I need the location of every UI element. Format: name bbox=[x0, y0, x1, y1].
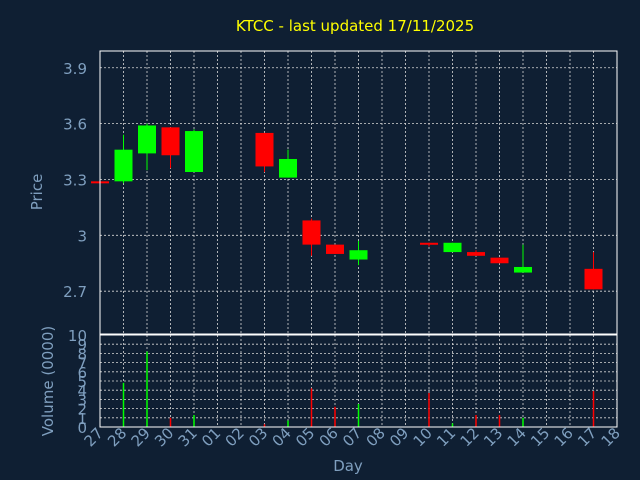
candle-body bbox=[420, 242, 438, 245]
volume-bar bbox=[428, 392, 430, 427]
volume-y-tick-label: 2 bbox=[77, 401, 87, 419]
candle-body bbox=[279, 158, 297, 178]
volume-bar bbox=[169, 417, 172, 427]
candle-body bbox=[326, 244, 344, 254]
price-panel-frame bbox=[99, 50, 618, 335]
x-axis-label: Day bbox=[333, 457, 363, 475]
candle-body bbox=[490, 257, 509, 264]
candle-body bbox=[514, 266, 532, 273]
volume-bar bbox=[146, 351, 148, 427]
price-axis-label: Price bbox=[28, 174, 46, 211]
volume-y-tick-label: 1 bbox=[77, 410, 87, 428]
price-y-tick-label: 3.6 bbox=[63, 116, 87, 134]
volume-y-tick-label: 3 bbox=[77, 391, 87, 409]
volume-y-tick-label: 4 bbox=[77, 382, 87, 400]
price-y-tick-label: 3.3 bbox=[63, 171, 87, 189]
x-ticks: 2728293031010203040506070809101112131415… bbox=[81, 424, 624, 450]
volume-y-tick-label: 6 bbox=[77, 364, 87, 382]
price-y-tick-label: 3.9 bbox=[63, 60, 87, 78]
volume-bar bbox=[592, 391, 595, 427]
volume-bar bbox=[263, 424, 266, 427]
price-y-tick-label: 2.7 bbox=[63, 283, 87, 301]
volume-axis-label: Volume (0000) bbox=[39, 326, 57, 436]
candle-body bbox=[584, 268, 603, 290]
volume-y-tick-label: 5 bbox=[77, 373, 87, 391]
candle-body bbox=[467, 252, 485, 256]
volume-bar bbox=[357, 404, 360, 427]
volume-bar bbox=[522, 417, 524, 427]
volume-y-tick-label: 0 bbox=[77, 419, 87, 437]
volume-bar bbox=[451, 423, 454, 427]
candle-body bbox=[349, 250, 368, 260]
price-grid bbox=[100, 51, 617, 334]
volume-bar bbox=[193, 415, 195, 427]
volume-y-tick-label: 9 bbox=[77, 336, 87, 354]
volume-bar bbox=[310, 388, 313, 427]
volume-bar bbox=[475, 415, 477, 427]
volume-y-tick-label: 7 bbox=[77, 355, 87, 373]
candle-body bbox=[138, 125, 156, 154]
candle-body bbox=[161, 127, 180, 156]
volume-bar bbox=[498, 415, 501, 427]
candle-body bbox=[185, 131, 203, 173]
volume-bar bbox=[122, 382, 125, 427]
volume-bar bbox=[334, 406, 336, 427]
volume-panel-frame bbox=[99, 334, 618, 428]
candle-body bbox=[443, 242, 462, 253]
candle-body bbox=[302, 220, 321, 245]
candle-body bbox=[255, 132, 274, 167]
price-candles bbox=[91, 125, 603, 290]
volume-y-tick-label: 8 bbox=[77, 345, 87, 363]
price-y-ticks: 3.9 3.6 3.3 3 2.7 bbox=[63, 60, 87, 301]
candle-body bbox=[114, 149, 133, 182]
volume-y-tick-label: 10 bbox=[68, 327, 87, 345]
volume-bars bbox=[122, 351, 595, 427]
price-y-tick-label: 3 bbox=[77, 227, 87, 245]
chart-title: KTCC - last updated 17/11/2025 bbox=[236, 17, 474, 35]
volume-bar bbox=[287, 420, 289, 427]
